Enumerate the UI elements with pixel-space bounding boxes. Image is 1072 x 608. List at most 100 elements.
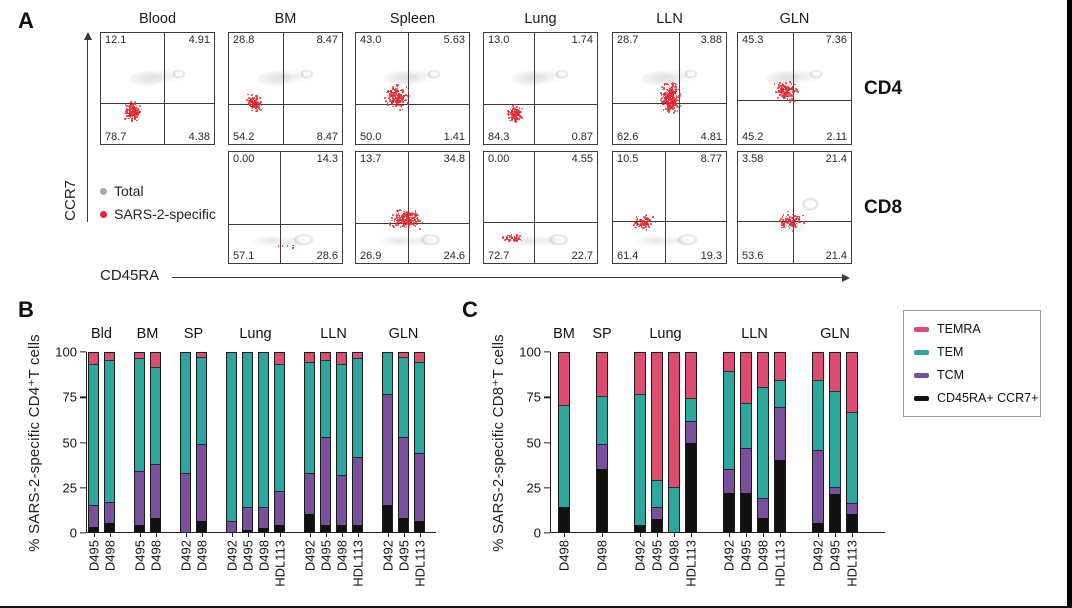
scatter-dot [251, 97, 254, 100]
y-axis-label: % SARS-2-specific CD8⁺T cells [490, 334, 508, 552]
scatter-dot [674, 101, 677, 104]
scatter-dot [507, 234, 509, 237]
scatter-dot [518, 112, 521, 114]
scatter-dot [397, 104, 400, 107]
scatter-dot [391, 91, 394, 94]
segment-tcm [353, 456, 362, 525]
scatter-dot [397, 224, 399, 226]
red-dot-icon [100, 210, 107, 218]
ccr7-axis-arrow-icon [83, 32, 92, 40]
flow-row-label-cd8: CD8 [864, 196, 903, 218]
scatter-dot [406, 213, 409, 216]
quadrant-pct-br: 21.4 [825, 250, 847, 262]
scatter-dot [252, 96, 255, 99]
x-tick-mark [852, 532, 854, 537]
scatter-dot [406, 106, 409, 109]
scatter-dot [798, 220, 800, 223]
scatter-dot [416, 218, 419, 221]
scatter-dot [401, 89, 403, 91]
scatter-dot [137, 114, 139, 117]
scatter-dot [393, 98, 395, 100]
scatter-dot [661, 101, 663, 103]
scatter-dot [256, 110, 258, 112]
scatter-dot [801, 214, 804, 217]
segment-temra [635, 353, 645, 395]
scatter-dot [646, 217, 648, 219]
segment-tcm [399, 437, 408, 518]
scatter-dot [644, 216, 647, 219]
scatter-dot [782, 90, 785, 93]
scatter-dot [392, 94, 394, 96]
segment-tcm [151, 464, 160, 518]
bar-x-label: D495 [86, 540, 101, 571]
bar-x-label: D495 [318, 540, 333, 571]
scatter-dot [644, 223, 646, 225]
scatter-dot [258, 108, 261, 111]
x-tick-mark [640, 532, 642, 537]
scatter-dot [676, 88, 679, 91]
segment-tcm [89, 505, 98, 527]
scatter-dot [792, 93, 794, 96]
dot-legend-label: Total [114, 183, 144, 199]
bar-x-label: D495 [739, 540, 754, 571]
scatter-dot [794, 83, 797, 86]
quadrant-pct-tr: 21.4 [825, 153, 847, 165]
scatter-dot [391, 217, 393, 219]
x-tick-mark [279, 532, 281, 537]
scatter-dot [132, 107, 134, 109]
scatter-dot [780, 229, 783, 232]
scatter-dot [780, 87, 783, 89]
stacked-bar-bld-d495: D495 [86, 352, 101, 571]
scatter-dot [134, 108, 137, 111]
quadrant-pct-br: 2.11 [826, 131, 847, 143]
x-tick-mark [419, 532, 421, 537]
scatter-dot [399, 209, 401, 211]
scatter-dot [659, 105, 662, 108]
flow-plot-cd8-lung: 0.00 4.55 72.7 22.7 [483, 151, 598, 264]
scatter-dot [390, 99, 393, 102]
scatter-dot [126, 111, 129, 114]
segment-tem [353, 358, 362, 457]
scatter-dot [413, 217, 415, 219]
x-tick-mark [185, 532, 187, 537]
scatter-dot [399, 216, 401, 219]
scatter-dot [647, 224, 650, 226]
quadrant-pct-br: 4.38 [188, 131, 210, 143]
scatter-dot [668, 88, 671, 91]
scatter-dot [402, 97, 404, 99]
scatter-dot [407, 90, 410, 92]
bar-x-label-text: D492 [810, 540, 826, 572]
scatter-dot [128, 108, 131, 111]
segment-tem [399, 356, 408, 438]
stacked-bar-gln-hdl113: HDL113 [412, 352, 427, 587]
segment-temra [597, 353, 607, 396]
scatter-dot [508, 238, 510, 241]
scatter-dot [508, 234, 511, 237]
scatter-dot [399, 109, 401, 111]
x-tick-mark [674, 532, 676, 537]
segment-tcm [830, 487, 840, 495]
scatter-dot [790, 224, 793, 227]
scatter-dot [408, 223, 410, 225]
scatter-dot [786, 222, 789, 224]
scatter-dot [672, 102, 675, 105]
scatter-dot [393, 219, 396, 222]
scatter-dot [415, 222, 418, 224]
scatter-dot [777, 91, 780, 94]
scatter-dot [400, 214, 403, 217]
scatter-dot [397, 95, 399, 97]
scatter-dot [256, 97, 258, 100]
x-tick-mark [93, 532, 95, 537]
scatter-dot [507, 239, 510, 242]
gate-vertical-line [407, 33, 409, 144]
gate-horizontal-line [101, 102, 214, 104]
scatter-dot [509, 236, 511, 239]
scatter-dot [662, 99, 665, 102]
segment-cd45ra-ccr7- [597, 469, 607, 532]
segment-tem [741, 403, 751, 448]
scatter-dot [399, 225, 402, 228]
segment-cd45ra-ccr7- [758, 517, 768, 532]
quadrant-pct-tr: 8.47 [316, 34, 338, 46]
segment-tcm [813, 449, 823, 524]
scatter-dot [395, 91, 398, 94]
